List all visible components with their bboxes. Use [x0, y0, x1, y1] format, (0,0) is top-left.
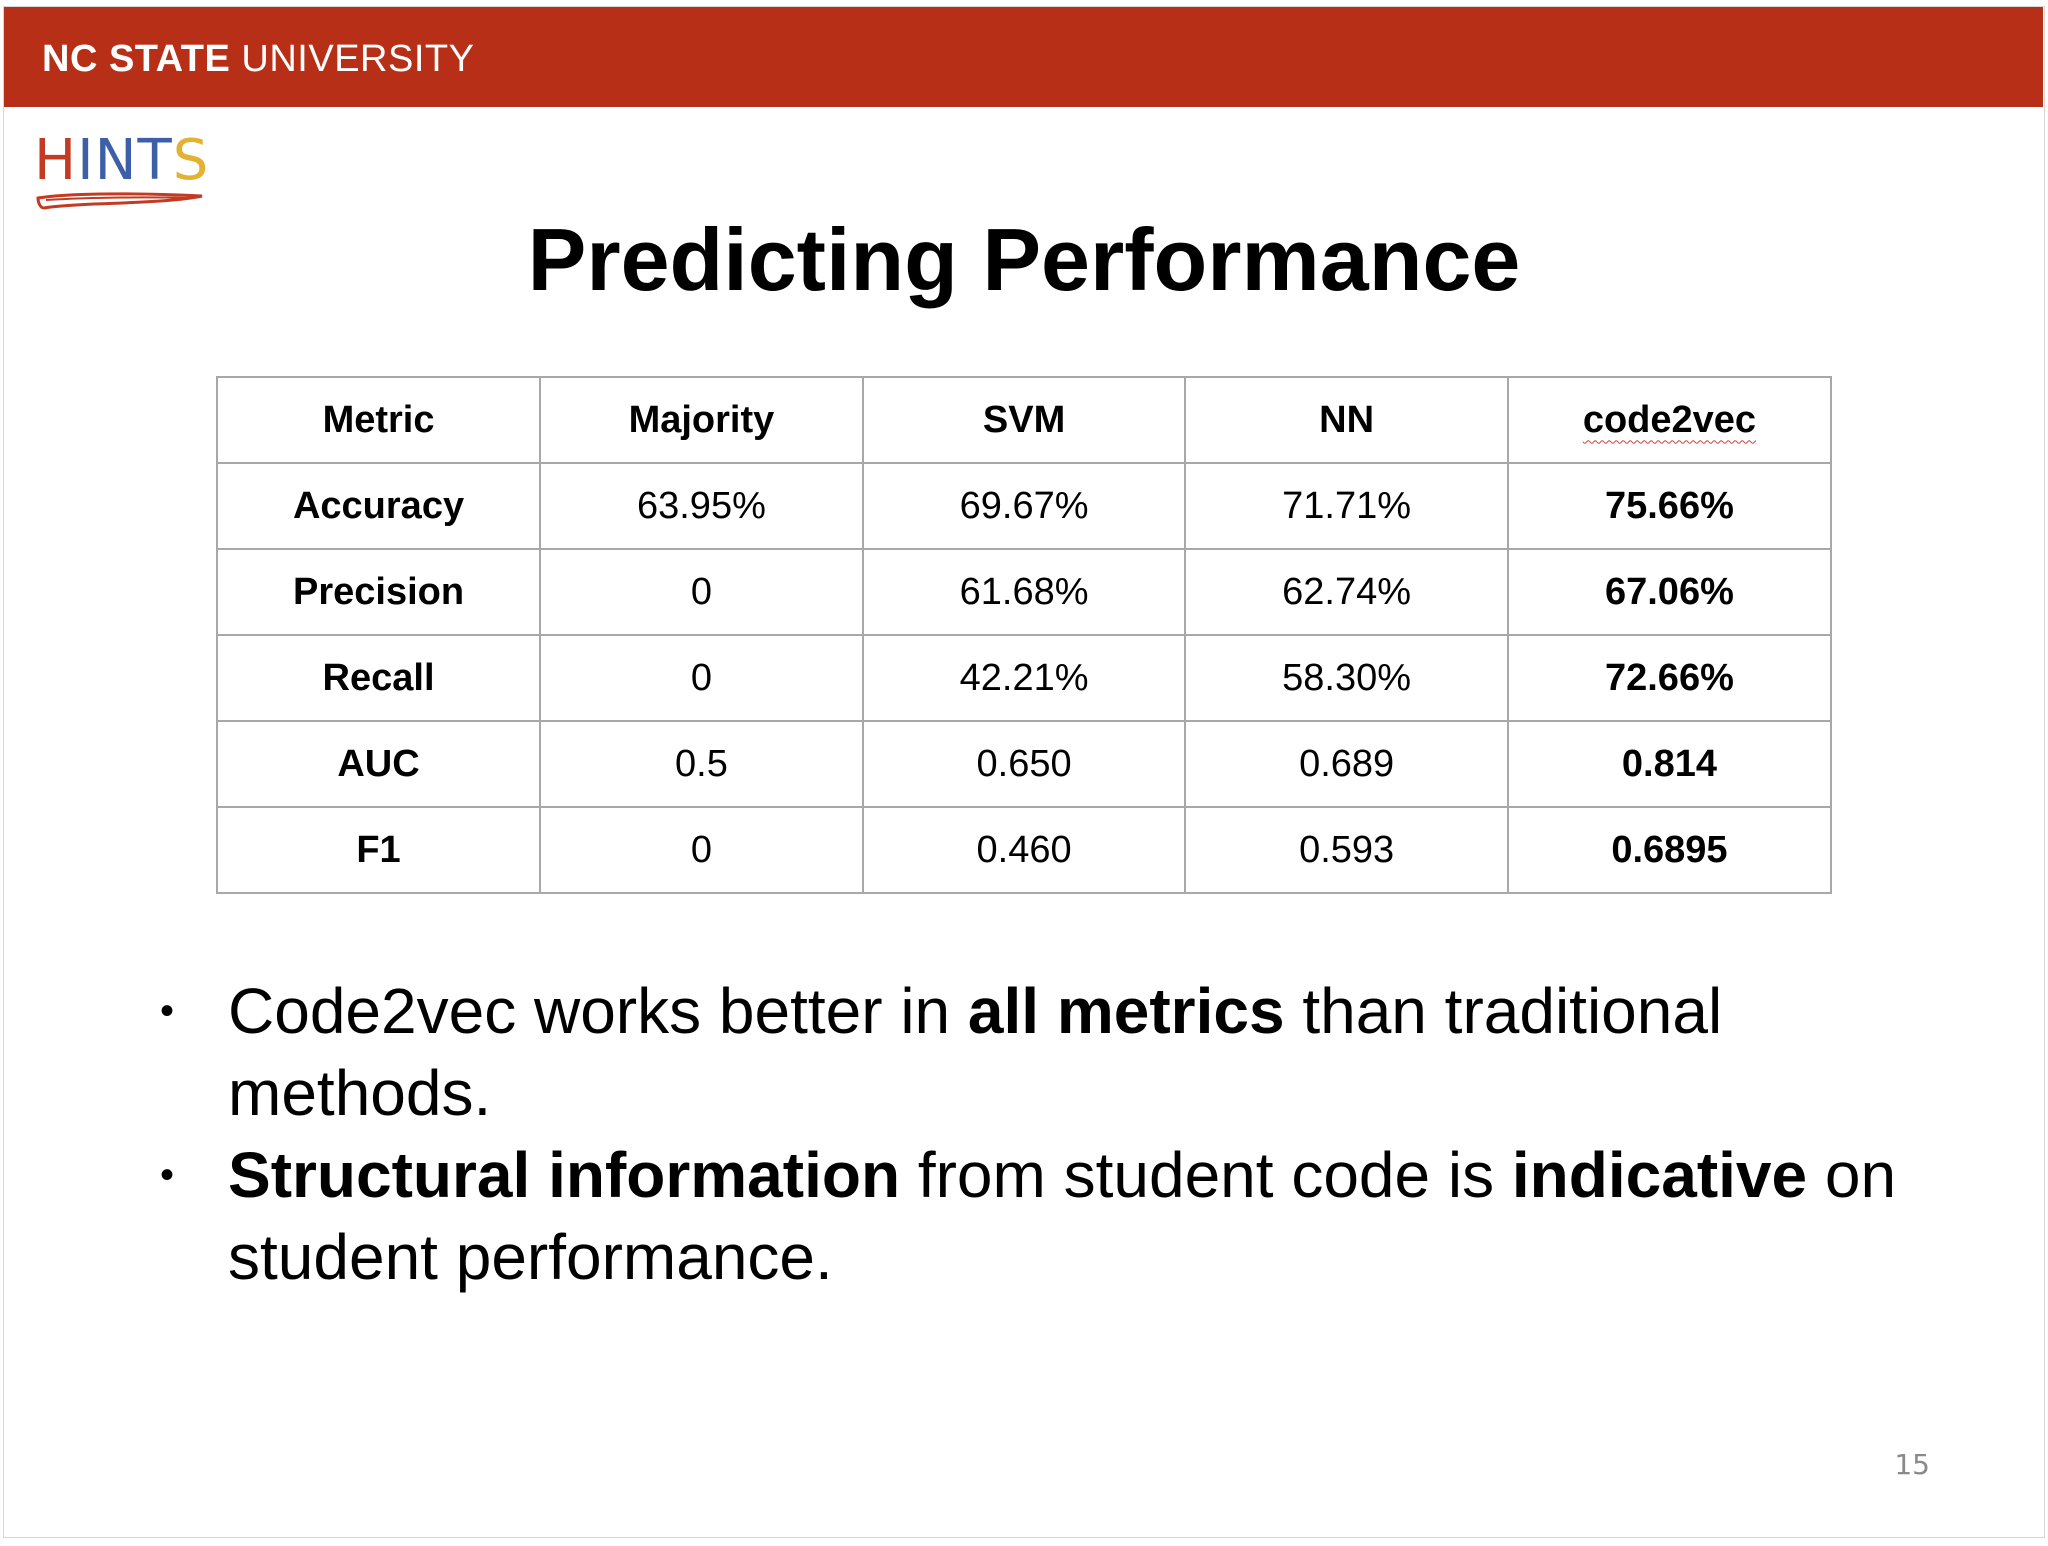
- row-label-cell: Accuracy: [215, 462, 542, 550]
- column-header-label: SVM: [982, 398, 1066, 441]
- bullet-emphasis: indicative: [1511, 1139, 1808, 1211]
- hints-logo-icon: HINTS: [34, 130, 214, 220]
- row-label-cell: F1: [215, 806, 542, 894]
- page-number: 15: [1894, 1448, 1930, 1481]
- column-header: Majority: [539, 376, 864, 464]
- row-label-cell: AUC: [215, 720, 542, 808]
- table-cell: 42.21%: [861, 634, 1187, 722]
- column-header: NN: [1184, 376, 1509, 464]
- bullet-text: on student performance.: [228, 1139, 1897, 1293]
- hints-logo-text: HINTS: [34, 130, 209, 192]
- table-row: AUC 0.5 0.650 0.689 0.814: [215, 720, 1833, 808]
- column-header-label: NN: [1319, 398, 1375, 441]
- table-cell: 0: [539, 806, 864, 894]
- column-header: Metric: [215, 376, 542, 464]
- table-cell: 0.650: [861, 720, 1187, 808]
- wordmark-light: UNIVERSITY: [230, 38, 475, 80]
- table-row: F1 0 0.460 0.593 0.6895: [215, 806, 1833, 894]
- column-header-label: Majority: [628, 398, 775, 441]
- table-cell: 0.5: [539, 720, 864, 808]
- column-header: SVM: [861, 376, 1187, 464]
- metrics-table: Metric Majority SVM NN code2vec Accuracy 63.9…: [215, 376, 1833, 894]
- header-banner: NC STATE UNIVERSITY: [4, 7, 2043, 107]
- table-cell: 0.593: [1184, 806, 1509, 894]
- bullet-emphasis: Structural information: [228, 1139, 901, 1211]
- table-row: Accuracy 63.95% 69.67% 71.71% 75.66%: [215, 462, 1833, 550]
- bullet-dot-icon: •: [160, 989, 175, 1033]
- bullet-text: from student code is: [900, 1139, 1512, 1211]
- table-cell: 0: [539, 548, 864, 636]
- swoosh-icon: [36, 192, 203, 210]
- university-wordmark: NC STATE UNIVERSITY: [42, 39, 474, 79]
- table-cell: 0: [539, 634, 864, 722]
- logo-letter: H: [34, 128, 78, 193]
- table-cell: 61.68%: [861, 548, 1187, 636]
- table-row: Precision 0 61.68% 62.74% 67.06%: [215, 548, 1833, 636]
- bullet-emphasis: all metrics: [967, 975, 1285, 1047]
- table-cell: 0.814: [1506, 720, 1833, 808]
- table-row: Recall 0 42.21% 58.30% 72.66%: [215, 634, 1833, 722]
- slide-title-text: Predicting Performance: [527, 210, 1521, 309]
- wordmark-bold: NC STATE: [42, 38, 231, 80]
- table-cell: 0.689: [1184, 720, 1509, 808]
- bullet-item: • Code2vec works better in all metrics th…: [160, 970, 1960, 1134]
- bullet-item: • Structural information from student cod…: [160, 1134, 1960, 1298]
- table-cell: 75.66%: [1506, 462, 1833, 550]
- table-cell: 69.67%: [861, 462, 1187, 550]
- table-cell: 0.460: [861, 806, 1187, 894]
- logo-letter: S: [172, 128, 210, 193]
- logo-letter: T: [137, 128, 173, 193]
- bullet-text: than traditional methods.: [228, 975, 1723, 1129]
- table-cell: 67.06%: [1506, 548, 1833, 636]
- slide-title: Predicting Performance: [0, 210, 2048, 310]
- column-header-label: Metric: [322, 398, 435, 441]
- row-label-cell: Precision: [215, 548, 542, 636]
- column-header: code2vec: [1506, 376, 1833, 464]
- logo-letter: N: [94, 128, 138, 193]
- bullet-dot-icon: •: [160, 1153, 175, 1197]
- row-label-cell: Recall: [215, 634, 542, 722]
- table-header-row: Metric Majority SVM NN code2vec: [215, 376, 1833, 464]
- bullet-list: • Code2vec works better in all metrics th…: [160, 970, 1960, 1298]
- table-cell: 62.74%: [1184, 548, 1509, 636]
- table-cell: 63.95%: [539, 462, 864, 550]
- table-cell: 58.30%: [1184, 634, 1509, 722]
- bullet-text: Code2vec works better in: [228, 975, 968, 1047]
- logo-letter: I: [77, 128, 95, 193]
- table-cell: 72.66%: [1506, 634, 1833, 722]
- table-cell: 0.6895: [1506, 806, 1833, 894]
- column-header-label: code2vec: [1582, 398, 1757, 441]
- table-cell: 71.71%: [1184, 462, 1509, 550]
